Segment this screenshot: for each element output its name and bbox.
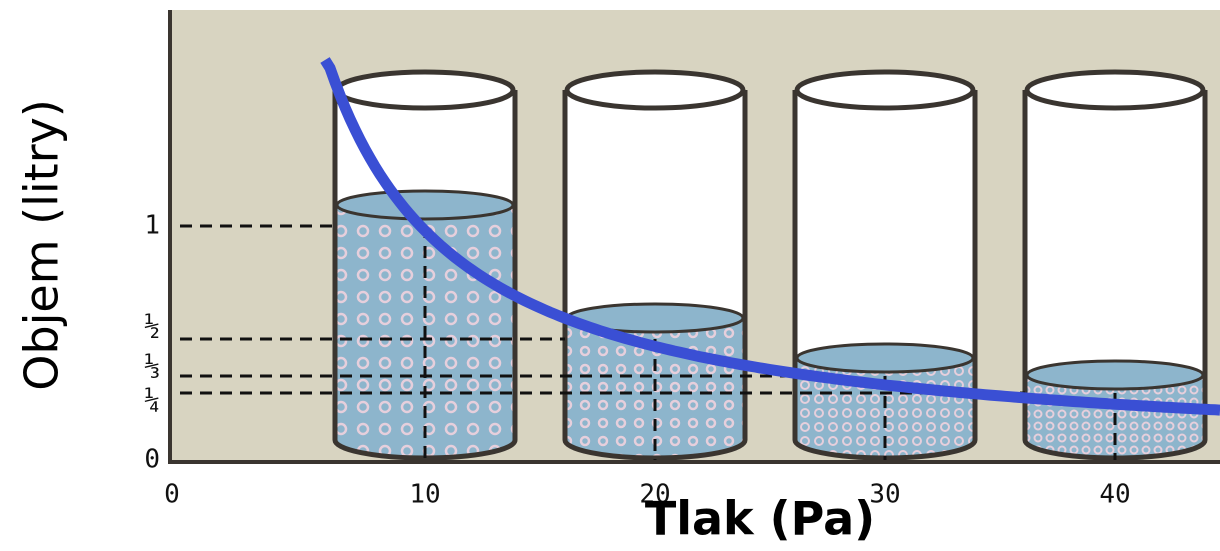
x-tick-label: 20 — [639, 480, 670, 510]
water-surface — [335, 189, 515, 221]
cylinder-top — [1024, 69, 1206, 111]
cylinder-outline — [562, 90, 748, 461]
y-tick-label: 0 — [144, 445, 160, 475]
x-tick-label: 40 — [1099, 480, 1130, 510]
y-tick-label: ⅓ — [144, 352, 160, 382]
cylinder-top — [564, 69, 746, 111]
water-surface — [1025, 359, 1205, 391]
guides — [180, 224, 1117, 462]
y-axis-label: Objem (litry) — [15, 99, 69, 391]
cylinder-top — [794, 69, 976, 111]
x-tick-label: 10 — [409, 480, 440, 510]
y-tick-label: ½ — [144, 312, 160, 342]
water-surface — [795, 342, 975, 374]
x-tick-label: 0 — [164, 480, 180, 510]
boyle-curve — [320, 57, 1220, 416]
x-axis-label: Tlak (Pa) — [645, 492, 875, 546]
x-tick-label: 30 — [869, 480, 900, 510]
y-tick-label: ¼ — [144, 386, 160, 416]
y-tick-label: 1 — [144, 211, 160, 241]
cylinder-top — [334, 69, 516, 111]
